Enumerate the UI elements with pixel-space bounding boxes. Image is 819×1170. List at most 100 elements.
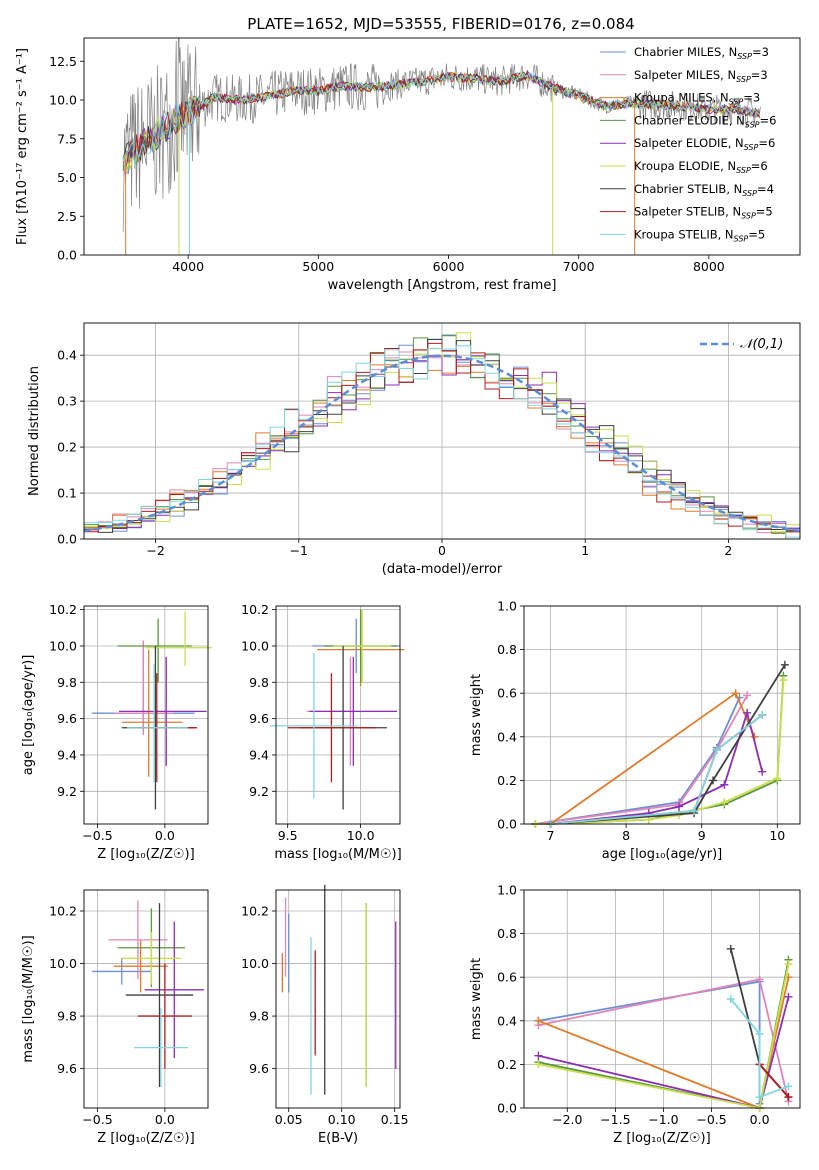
x-tick-label: 0.0 bbox=[155, 828, 175, 843]
panel-mass-vs-EBV: 0.05 0.10 0.15 9.6 9.8 10.0 10.2 E(B-V) bbox=[241, 884, 409, 1146]
y-tick-label: 10.2 bbox=[241, 904, 269, 919]
x-tick-label: 9 bbox=[698, 828, 706, 843]
weight-series bbox=[730, 998, 789, 1099]
y-tick-label: 9.2 bbox=[57, 784, 77, 799]
axes-frame bbox=[83, 605, 209, 825]
y-axis-label: age [log₁₀(age/yr)] bbox=[21, 655, 36, 776]
x-tick-label: 2 bbox=[724, 543, 732, 558]
y-tick-label: 9.6 bbox=[57, 1061, 77, 1076]
y-tick-label: 0.3 bbox=[57, 394, 77, 409]
x-axis-label: wavelength [Angstrom, rest frame] bbox=[328, 278, 557, 293]
weight-marker bbox=[779, 676, 788, 685]
y-tick-label: 10.0 bbox=[49, 93, 77, 108]
y-tick-label: 1.0 bbox=[497, 599, 517, 614]
weight-marker bbox=[534, 1051, 543, 1060]
y-tick-label: 10.0 bbox=[49, 956, 77, 971]
x-axis-label: E(B-V) bbox=[318, 1131, 358, 1146]
y-tick-label: 0.1 bbox=[57, 486, 77, 501]
weight-marker bbox=[709, 776, 718, 785]
weight-marker bbox=[784, 960, 793, 969]
y-tick-label: 9.8 bbox=[57, 1009, 77, 1024]
y-tick-label: 0.2 bbox=[57, 440, 77, 455]
weight-marker bbox=[743, 691, 752, 700]
weight-marker bbox=[675, 802, 684, 811]
x-axis-label: Z [log₁₀(Z/Z☉)] bbox=[613, 1131, 710, 1146]
legend-label: Salpeter STELIB, NSSP=5 bbox=[634, 205, 773, 221]
y-tick-label: 0.6 bbox=[497, 686, 517, 701]
axes-frame bbox=[83, 322, 801, 540]
panel-age-vs-mass: 9.5 10.0 9.2 9.4 9.6 9.8 10.0 10.2 mass [log₁₀(M… bbox=[241, 602, 405, 862]
y-axis-label: mass weight bbox=[469, 958, 484, 1040]
y-tick-label: 10.2 bbox=[241, 602, 269, 617]
y-tick-label: 9.8 bbox=[249, 675, 269, 690]
y-tick-label: 9.2 bbox=[249, 784, 269, 799]
x-tick-label: −0.5 bbox=[82, 1112, 112, 1127]
y-tick-label: 0.0 bbox=[497, 817, 517, 832]
x-tick-label: −0.5 bbox=[82, 828, 112, 843]
histogram-series bbox=[84, 345, 800, 538]
weight-marker bbox=[755, 1093, 764, 1102]
weight-marker bbox=[773, 774, 782, 783]
x-tick-label: 9.5 bbox=[278, 828, 298, 843]
observed-spectrum bbox=[122, 38, 761, 232]
y-tick-label: 10.2 bbox=[49, 602, 77, 617]
model-spectrum-series bbox=[122, 71, 761, 169]
x-tick-label: 4000 bbox=[172, 259, 204, 274]
weight-marker bbox=[726, 995, 735, 1003]
x-tick-label: −1 bbox=[290, 543, 308, 558]
weight-series bbox=[550, 664, 786, 825]
y-tick-label: 9.6 bbox=[57, 711, 77, 726]
y-tick-label: 0.4 bbox=[57, 348, 77, 363]
figure-title: PLATE=1652, MJD=53555, FIBERID=0176, z=0… bbox=[247, 15, 634, 33]
y-tick-label: 7.5 bbox=[57, 131, 77, 146]
legend-label: 𝒩(0,1) bbox=[740, 337, 783, 352]
weight-series bbox=[758, 1063, 790, 1098]
x-tick-label: −2 bbox=[146, 543, 164, 558]
y-tick-label: 2.5 bbox=[57, 209, 77, 224]
weight-marker bbox=[758, 767, 767, 776]
weight-marker bbox=[690, 806, 699, 815]
y-tick-label: 12.5 bbox=[49, 54, 77, 69]
y-tick-label: 0.8 bbox=[497, 926, 517, 941]
panel-mass-vs-Z: −0.5 0.0 9.6 9.8 10.0 10.2 Z [log₁₀(Z/Z☉)] mass… bbox=[21, 889, 209, 1146]
y-tick-label: 10.0 bbox=[241, 638, 269, 653]
weight-marker bbox=[534, 1016, 543, 1025]
x-tick-label: −2.0 bbox=[552, 1112, 582, 1127]
x-axis-label: (data-model)/error bbox=[382, 562, 503, 577]
axes-frame bbox=[275, 605, 401, 825]
x-tick-label: −0.5 bbox=[696, 1112, 726, 1127]
weight-marker bbox=[755, 1029, 764, 1038]
weight-marker bbox=[720, 798, 729, 807]
weight-marker bbox=[712, 745, 721, 754]
y-tick-label: 0.2 bbox=[497, 1057, 517, 1072]
weight-marker bbox=[784, 1082, 793, 1091]
legend-label: Kroupa MILES, NSSP=3 bbox=[634, 91, 760, 107]
legend-label: Kroupa STELIB, NSSP=5 bbox=[634, 227, 765, 243]
x-tick-label: 5000 bbox=[302, 259, 334, 274]
legend-label: Salpeter ELODIE, NSSP=6 bbox=[634, 136, 775, 152]
weight-marker bbox=[755, 975, 764, 984]
panel-weight-vs-age: 7 8 9 10 0.0 0.2 0.4 0.6 0.8 1.0 age [log₁₀(age/yr… bbox=[469, 599, 801, 862]
x-tick-label: 0 bbox=[438, 543, 446, 558]
y-tick-label: 9.8 bbox=[57, 675, 77, 690]
panel-age-vs-Z: −0.5 0.0 9.2 9.4 9.6 9.8 10.0 10.2 Z [log₁₀(Z/Z☉… bbox=[21, 602, 213, 862]
y-tick-label: 9.4 bbox=[249, 747, 269, 762]
x-tick-label: 0.15 bbox=[381, 1112, 409, 1127]
weight-marker bbox=[784, 992, 793, 1001]
y-tick-label: 0.4 bbox=[497, 729, 517, 744]
y-tick-label: 0.8 bbox=[497, 642, 517, 657]
panel-residuals: −2 −1 0 1 2 0.0 0.1 0.2 0.3 0.4 (data-model)/error… bbox=[27, 322, 801, 577]
weight-series bbox=[535, 697, 741, 825]
axes-frame bbox=[275, 889, 401, 1109]
weight-marker bbox=[726, 944, 735, 953]
x-tick-label: 10 bbox=[769, 828, 785, 843]
x-tick-label: 8 bbox=[622, 828, 630, 843]
x-tick-label: 8000 bbox=[693, 259, 725, 274]
y-tick-label: 10.0 bbox=[49, 638, 77, 653]
x-axis-label: Z [log₁₀(Z/Z☉)] bbox=[97, 847, 194, 862]
y-tick-label: 10.0 bbox=[241, 956, 269, 971]
x-tick-label: 6000 bbox=[433, 259, 465, 274]
weight-series bbox=[550, 714, 763, 825]
x-tick-label: −1.5 bbox=[600, 1112, 630, 1127]
legend-label: Kroupa ELODIE, NSSP=6 bbox=[634, 159, 768, 175]
